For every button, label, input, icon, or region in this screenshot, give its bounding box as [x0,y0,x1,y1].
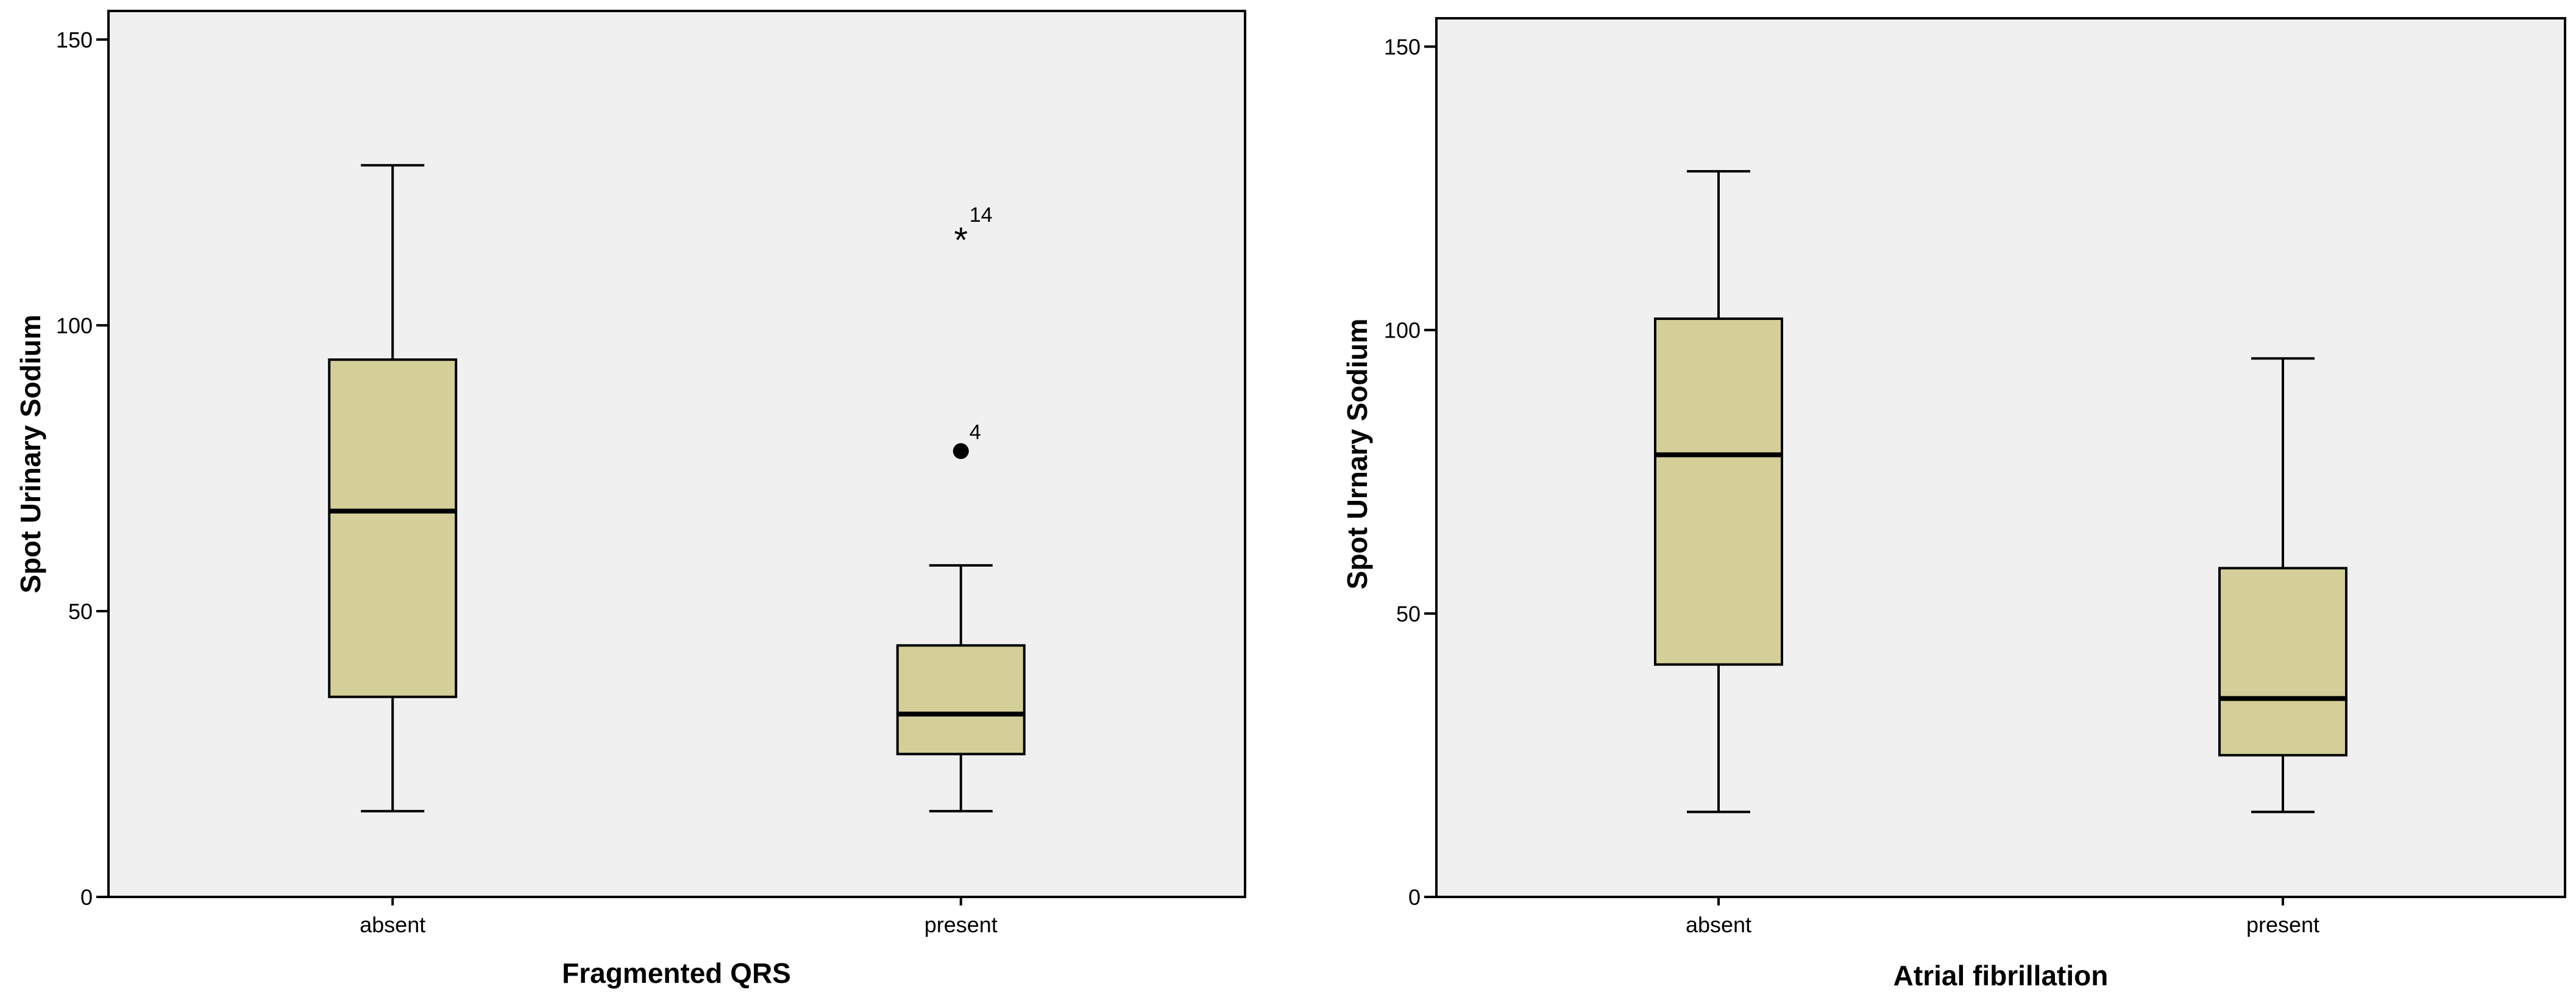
box-present [2218,357,2347,813]
x-axis: absent present [360,897,998,937]
box-absent [1654,170,1783,813]
outlier-marker [953,443,969,459]
x-axis-label: Atrial fibrillation [1893,960,2109,991]
iqr-box [896,644,1026,756]
y-tick-label: 0 [1408,885,1421,910]
box-present: *14 4 [896,204,1026,813]
y-axis: 0 50 100 150 [56,27,108,910]
y-axis-label: Spot Urnary Sodium [1341,319,1373,590]
x-tick-label-absent: absent [360,912,425,937]
y-axis-label: Spot Urinary Sodium [15,314,46,593]
chart-fragmented-qrs: 0 50 100 150 *14 4 absent present Spot Urinar… [15,10,1246,989]
y-tick-label: 100 [1384,318,1421,343]
plot-area [1435,17,2566,898]
iqr-box [2218,567,2347,757]
iqr-box [328,358,458,698]
y-tick-label: 150 [1384,35,1421,60]
box-series [1654,170,2347,813]
y-tick-label: 0 [80,885,93,910]
x-tick-label-absent: absent [1686,912,1751,937]
y-tick-label: 100 [56,313,93,338]
y-tick-label: 50 [68,599,93,624]
x-axis: absent present [1686,897,2319,937]
plot-area [107,10,1246,898]
box-absent [328,164,458,813]
y-tick-label: 50 [1396,601,1421,626]
extreme-outlier-marker: * [954,221,968,260]
iqr-box [1654,317,1783,666]
y-axis: 0 50 100 150 [1384,35,1436,910]
outlier-label: 14 [970,204,993,227]
x-tick-label-present: present [2246,912,2319,937]
chart-atrial-fibrillation: 0 50 100 150 absent present Spot Urnary Sodi… [1341,17,2566,991]
x-axis-label: Fragmented QRS [562,957,791,989]
y-tick-label: 150 [56,27,93,52]
outlier-label: 4 [970,420,981,444]
box-series: *14 4 [328,164,1026,813]
x-tick-label-present: present [924,912,998,937]
